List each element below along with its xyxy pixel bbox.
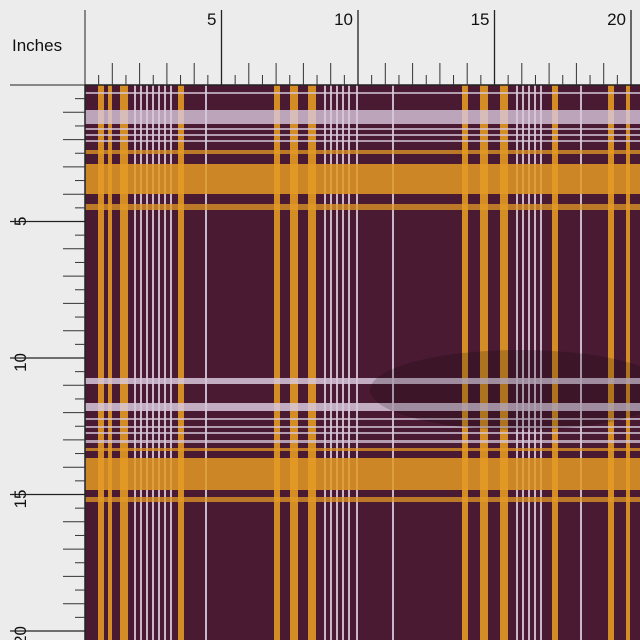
stripe bbox=[330, 85, 332, 640]
stripe bbox=[178, 85, 184, 640]
stripe bbox=[85, 128, 640, 130]
stripe bbox=[522, 85, 524, 640]
stripe bbox=[146, 85, 148, 640]
stripe bbox=[85, 378, 640, 384]
left-ruler-label: 10 bbox=[11, 353, 30, 372]
stripe bbox=[85, 458, 640, 490]
fold-shadow bbox=[370, 350, 640, 430]
stripe bbox=[152, 85, 154, 640]
stripe bbox=[98, 85, 104, 640]
stripe bbox=[164, 85, 166, 640]
stripe bbox=[336, 85, 338, 640]
stripe bbox=[552, 85, 558, 640]
stripe bbox=[140, 85, 142, 640]
stripe bbox=[85, 440, 640, 443]
stripe bbox=[85, 110, 640, 124]
stripe bbox=[626, 85, 630, 640]
stripe bbox=[85, 432, 640, 434]
stripe bbox=[324, 85, 326, 640]
stripe bbox=[534, 85, 536, 640]
left-ruler-label: 15 bbox=[11, 490, 30, 509]
stripe bbox=[134, 85, 136, 640]
stripe bbox=[516, 85, 518, 640]
stripe bbox=[120, 85, 128, 640]
stripe bbox=[85, 134, 640, 136]
top-ruler-label: 10 bbox=[334, 10, 353, 29]
stripe bbox=[274, 85, 280, 640]
stripe bbox=[85, 426, 640, 428]
stripe bbox=[85, 418, 640, 420]
top-ruler-label: 5 bbox=[207, 10, 216, 29]
stripe bbox=[392, 85, 394, 640]
stripe bbox=[108, 85, 112, 640]
top-ruler-label: 15 bbox=[471, 10, 490, 29]
stripe bbox=[158, 85, 160, 640]
stripe bbox=[85, 403, 640, 411]
stripe bbox=[480, 85, 488, 640]
stripe bbox=[85, 92, 640, 94]
stripe bbox=[85, 164, 640, 194]
stripe bbox=[348, 85, 350, 640]
stripe bbox=[290, 85, 298, 640]
stripe bbox=[308, 85, 316, 640]
left-ruler-label: 5 bbox=[11, 217, 30, 226]
stripe bbox=[500, 85, 508, 640]
stripe bbox=[580, 85, 582, 640]
stripe bbox=[170, 85, 172, 640]
stripe bbox=[462, 85, 468, 640]
left-ruler-label: 20 bbox=[11, 626, 30, 640]
stripe bbox=[85, 150, 640, 154]
top-ruler-label: 20 bbox=[607, 10, 626, 29]
stripe bbox=[528, 85, 530, 640]
stripe bbox=[85, 497, 640, 502]
stripe bbox=[85, 140, 640, 142]
stripe bbox=[540, 85, 542, 640]
unit-label: Inches bbox=[12, 36, 62, 55]
stripe bbox=[356, 85, 358, 640]
rulers bbox=[10, 10, 640, 640]
fabric bbox=[85, 85, 640, 640]
stripe bbox=[608, 85, 614, 640]
stripe bbox=[342, 85, 344, 640]
stripe bbox=[205, 85, 207, 640]
stripe bbox=[85, 448, 640, 451]
stripe bbox=[85, 204, 640, 210]
